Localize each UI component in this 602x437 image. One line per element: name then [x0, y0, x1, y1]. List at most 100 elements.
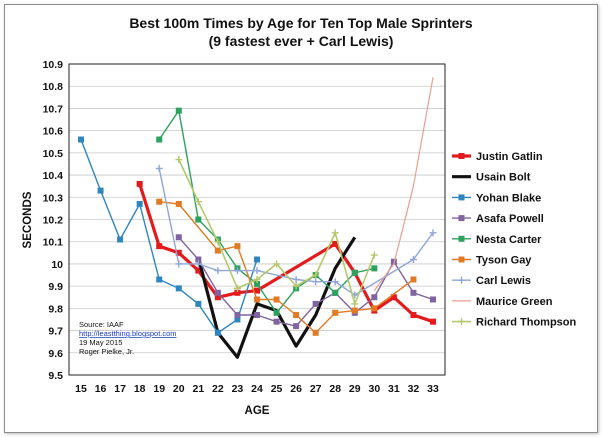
data-point — [156, 276, 163, 283]
legend-label: Maurice Green — [476, 296, 553, 308]
legend-label: Richard Thompson — [476, 317, 577, 329]
x-tick-label: 21 — [192, 383, 204, 395]
y-tick-label: 10.8 — [43, 81, 64, 93]
legend-label: Asafa Powell — [476, 213, 544, 225]
x-tick-label: 19 — [153, 383, 165, 395]
source-line-1: Source: IAAF — [79, 320, 124, 329]
source-link[interactable]: http://leastthing.blogspot.com — [79, 329, 177, 338]
y-tick-label: 10.2 — [43, 215, 64, 227]
y-tick-label: 10.4 — [43, 170, 64, 182]
data-point — [214, 267, 222, 275]
data-point — [351, 269, 358, 276]
data-point — [175, 249, 182, 256]
x-tick-label: 29 — [349, 383, 361, 395]
x-tick-label: 30 — [368, 383, 380, 395]
data-point — [233, 267, 241, 275]
data-point — [156, 198, 163, 205]
data-point — [254, 280, 260, 287]
data-point — [410, 276, 417, 283]
legend-marker — [458, 153, 465, 159]
data-point — [175, 285, 182, 292]
legend-item: Yohan Blake — [452, 192, 541, 204]
data-point — [332, 240, 339, 247]
legend-label: Carl Lewis — [476, 275, 531, 287]
data-point — [175, 234, 182, 241]
legend-label: Yohan Blake — [476, 192, 541, 204]
data-point — [410, 289, 417, 296]
data-point — [194, 198, 202, 206]
data-point — [175, 200, 182, 207]
data-point — [97, 187, 104, 194]
x-tick-label: 25 — [271, 383, 283, 395]
data-point — [156, 243, 163, 250]
series-yohan-blake — [78, 136, 260, 336]
data-point — [117, 236, 124, 243]
data-point — [156, 136, 163, 143]
x-tick-label: 20 — [173, 383, 185, 395]
x-tick-label: 22 — [212, 383, 224, 395]
y-tick-label: 10.6 — [43, 126, 64, 138]
series-line — [373, 77, 434, 291]
legend-marker — [458, 194, 465, 201]
x-tick-label: 23 — [232, 383, 244, 395]
legend-marker — [458, 235, 465, 242]
legend-item: Asafa Powell — [452, 213, 544, 225]
data-point — [175, 107, 182, 114]
data-point — [175, 260, 183, 268]
plot-area-border — [68, 63, 446, 376]
data-point — [292, 282, 300, 290]
data-point — [273, 296, 280, 303]
data-point — [254, 312, 260, 319]
x-tick-label: 15 — [75, 383, 87, 395]
data-point — [312, 278, 320, 286]
chart-subtitle: (9 fastest ever + Carl Lewis) — [208, 33, 394, 49]
legend-item: Maurice Green — [452, 296, 553, 308]
series-richard-thompson — [175, 156, 378, 308]
data-point — [273, 309, 280, 316]
data-point — [136, 200, 143, 207]
x-tick-label: 31 — [388, 383, 400, 395]
data-point — [371, 305, 378, 312]
data-point — [254, 256, 260, 263]
data-point — [390, 294, 397, 301]
y-tick-label: 9.9 — [48, 281, 63, 293]
y-tick-label: 10.7 — [43, 103, 64, 115]
data-point — [430, 296, 436, 303]
legend-item: Nesta Carter — [452, 234, 542, 246]
data-point — [194, 260, 202, 268]
series-line — [80, 139, 258, 334]
x-tick-label: 27 — [310, 383, 322, 395]
legend-item: Richard Thompson — [452, 317, 577, 329]
y-tick-label: 9.6 — [48, 348, 63, 360]
data-point — [214, 329, 221, 336]
data-point — [253, 267, 261, 275]
legend-label: Tyson Gay — [476, 255, 532, 267]
data-point — [351, 300, 359, 308]
x-tick-label: 28 — [329, 383, 341, 395]
data-point — [293, 312, 300, 319]
series-line — [158, 110, 375, 314]
data-point — [253, 275, 261, 283]
data-point — [214, 247, 221, 254]
data-point — [214, 289, 221, 296]
legend-label: Usain Bolt — [476, 172, 531, 184]
data-point — [332, 289, 339, 296]
data-point — [312, 329, 319, 336]
legend: Justin Gatlin Usain Bolt Yohan Blake Asafa … — [452, 151, 577, 329]
data-point — [371, 294, 378, 301]
y-tick-label: 10 — [51, 259, 63, 271]
data-point — [234, 316, 241, 323]
series-justin-gatlin — [136, 180, 436, 325]
x-tick-label: 17 — [114, 383, 126, 395]
series-carl-lewis — [155, 164, 437, 299]
series-line — [159, 201, 414, 334]
data-point — [312, 271, 320, 279]
data-point — [254, 296, 260, 303]
x-tick-label: 26 — [290, 383, 302, 395]
data-point — [371, 265, 378, 272]
chart-title: Best 100m Times by Age for Ten Top Male … — [129, 15, 473, 31]
y-tick-label: 10.3 — [43, 192, 64, 204]
legend-marker — [458, 276, 465, 284]
y-tick-label: 10.1 — [43, 237, 64, 249]
